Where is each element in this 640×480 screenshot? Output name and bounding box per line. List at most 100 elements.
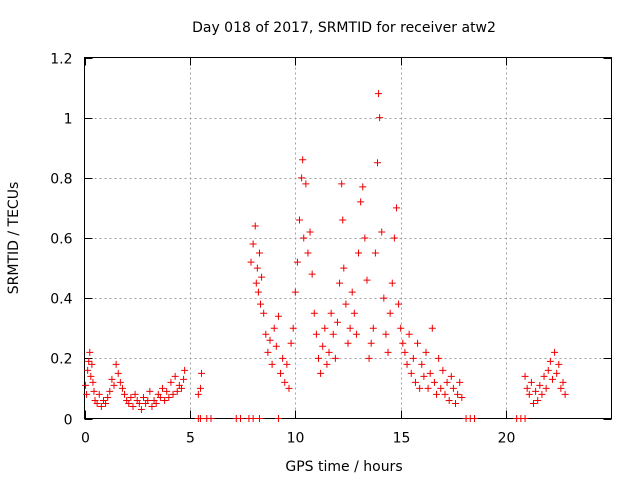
data-point	[285, 384, 293, 392]
data-point	[86, 348, 94, 356]
data-point	[357, 198, 365, 206]
x-tick-label: 0	[81, 431, 90, 447]
data-point	[401, 348, 409, 356]
data-point	[84, 366, 92, 374]
data-point	[555, 360, 563, 368]
data-point	[114, 369, 122, 377]
data-point	[532, 387, 540, 395]
data-point	[251, 222, 259, 230]
data-point	[268, 360, 276, 368]
data-point	[342, 300, 350, 308]
data-point	[333, 318, 341, 326]
data-point	[346, 324, 354, 332]
data-point	[534, 396, 542, 404]
data-point	[112, 360, 120, 368]
data-point	[458, 393, 466, 401]
data-point	[426, 369, 434, 377]
data-point	[291, 288, 299, 296]
data-point	[544, 366, 552, 374]
grid-lines	[84, 57, 612, 419]
data-point	[424, 384, 432, 392]
data-point	[97, 402, 105, 410]
data-point	[272, 342, 280, 350]
x-axis-label: GPS time / hours	[285, 459, 402, 475]
data-point	[527, 378, 535, 386]
data-point	[299, 156, 307, 164]
data-point	[258, 273, 266, 281]
data-point	[137, 405, 145, 413]
data-point	[452, 399, 460, 407]
y-tick-label: 0.4	[50, 292, 72, 308]
data-point	[386, 309, 394, 317]
data-point	[196, 384, 204, 392]
data-point	[180, 375, 188, 383]
data-point	[336, 279, 344, 287]
data-point	[118, 384, 126, 392]
data-point	[319, 342, 327, 350]
data-point	[82, 381, 90, 389]
data-point	[283, 360, 291, 368]
data-point	[165, 393, 173, 401]
data-point	[361, 234, 369, 242]
data-point	[561, 390, 569, 398]
data-point	[325, 348, 333, 356]
data-point	[374, 159, 382, 167]
data-point	[530, 399, 538, 407]
data-point	[181, 366, 189, 374]
data-point	[169, 390, 177, 398]
data-point	[327, 309, 335, 317]
data-point	[338, 180, 346, 188]
data-point	[344, 339, 352, 347]
data-point	[306, 228, 314, 236]
data-point	[378, 228, 386, 236]
data-point	[411, 378, 419, 386]
data-point	[129, 402, 137, 410]
data-point	[397, 324, 405, 332]
x-tick-label: 5	[186, 431, 195, 447]
data-point	[329, 330, 337, 338]
data-point	[371, 249, 379, 257]
data-point	[252, 279, 260, 287]
data-points	[82, 90, 569, 422]
data-point	[447, 372, 455, 380]
data-point	[314, 354, 322, 362]
plot-frame	[84, 57, 612, 419]
data-point	[420, 372, 428, 380]
data-point	[254, 288, 262, 296]
data-point	[395, 300, 403, 308]
data-point	[110, 381, 118, 389]
y-tick-label: 1.2	[50, 52, 72, 68]
data-point	[403, 360, 411, 368]
data-point	[551, 348, 559, 356]
data-point	[445, 396, 453, 404]
data-point	[441, 390, 449, 398]
data-point	[249, 240, 257, 248]
data-point	[83, 390, 91, 398]
data-point	[281, 378, 289, 386]
data-point	[350, 309, 358, 317]
data-point	[521, 415, 529, 422]
data-point	[266, 336, 274, 344]
x-tick-label: 10	[287, 431, 305, 447]
data-point	[257, 300, 265, 308]
data-point	[540, 372, 548, 380]
data-point	[236, 415, 244, 422]
data-point	[352, 330, 360, 338]
data-point	[274, 312, 282, 320]
data-point	[260, 309, 268, 317]
data-point	[456, 378, 464, 386]
data-point	[108, 375, 116, 383]
data-point	[296, 216, 304, 224]
y-tick-label: 1	[64, 112, 73, 128]
data-point	[418, 360, 426, 368]
data-point	[355, 249, 363, 257]
y-tick-label: 0.2	[50, 352, 72, 368]
data-point	[557, 384, 565, 392]
data-point	[196, 415, 204, 422]
data-point	[437, 384, 445, 392]
data-point	[407, 369, 415, 377]
data-point	[363, 276, 371, 284]
data-point	[405, 330, 413, 338]
data-point	[422, 348, 430, 356]
data-point	[435, 354, 443, 362]
